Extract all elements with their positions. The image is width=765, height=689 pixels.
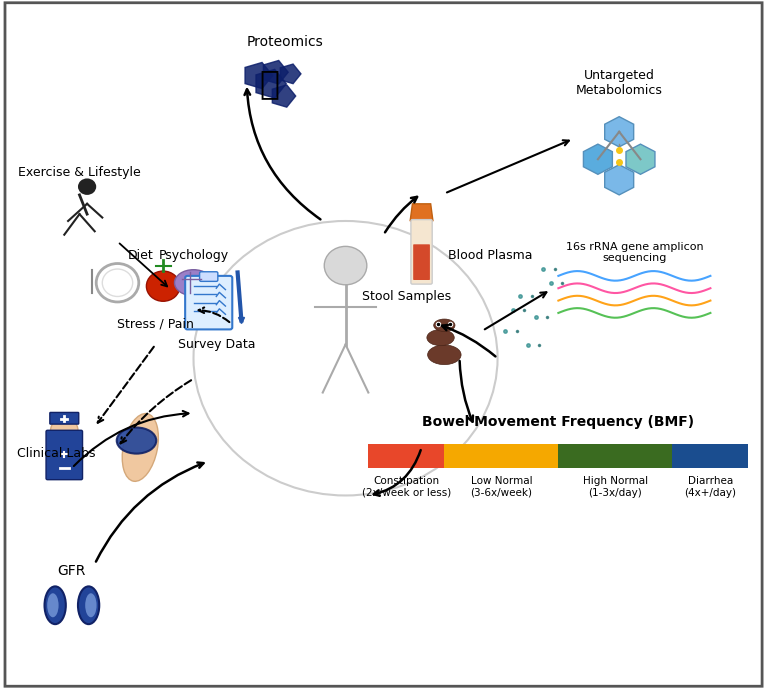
Ellipse shape bbox=[47, 593, 59, 617]
Text: Constipation
(2x/week or less): Constipation (2x/week or less) bbox=[362, 476, 451, 498]
Ellipse shape bbox=[85, 593, 96, 617]
Text: GFR: GFR bbox=[57, 564, 86, 578]
Text: High Normal
(1-3x/day): High Normal (1-3x/day) bbox=[583, 476, 648, 498]
Ellipse shape bbox=[174, 269, 213, 296]
Text: Bowel Movement Frequency (BMF): Bowel Movement Frequency (BMF) bbox=[422, 415, 695, 429]
Polygon shape bbox=[245, 63, 272, 89]
FancyBboxPatch shape bbox=[200, 271, 218, 281]
Bar bbox=[558, 444, 672, 468]
Circle shape bbox=[78, 178, 96, 195]
Ellipse shape bbox=[44, 586, 66, 624]
Circle shape bbox=[146, 271, 180, 301]
Text: 16s rRNA gene amplicon
sequencing: 16s rRNA gene amplicon sequencing bbox=[565, 242, 703, 263]
Text: Low Normal
(3-6x/week): Low Normal (3-6x/week) bbox=[470, 476, 532, 498]
FancyBboxPatch shape bbox=[185, 276, 233, 329]
Bar bbox=[672, 444, 748, 468]
Text: Proteomics: Proteomics bbox=[246, 35, 323, 50]
Circle shape bbox=[324, 247, 367, 285]
Ellipse shape bbox=[427, 329, 454, 346]
Polygon shape bbox=[584, 144, 613, 174]
Text: Psychology: Psychology bbox=[158, 249, 229, 262]
FancyBboxPatch shape bbox=[46, 430, 83, 480]
Polygon shape bbox=[410, 204, 433, 221]
Ellipse shape bbox=[117, 428, 156, 453]
Ellipse shape bbox=[122, 413, 158, 482]
Text: Exercise & Lifestyle: Exercise & Lifestyle bbox=[18, 167, 141, 179]
Text: Blood Plasma: Blood Plasma bbox=[448, 249, 532, 262]
Circle shape bbox=[96, 263, 138, 302]
FancyBboxPatch shape bbox=[411, 220, 432, 284]
Text: Stress / Pain: Stress / Pain bbox=[117, 318, 194, 331]
Ellipse shape bbox=[78, 586, 99, 624]
Polygon shape bbox=[272, 85, 296, 107]
Polygon shape bbox=[256, 70, 286, 98]
Text: Untargeted
Metabolomics: Untargeted Metabolomics bbox=[576, 70, 662, 97]
Text: Diet: Diet bbox=[128, 249, 153, 262]
Text: Clinical Labs: Clinical Labs bbox=[18, 447, 96, 460]
Text: 🔬: 🔬 bbox=[259, 68, 279, 100]
Polygon shape bbox=[604, 165, 633, 195]
Polygon shape bbox=[263, 61, 288, 84]
Text: Stool Samples: Stool Samples bbox=[362, 290, 451, 303]
Polygon shape bbox=[604, 116, 633, 147]
Bar bbox=[368, 444, 444, 468]
FancyBboxPatch shape bbox=[50, 413, 79, 424]
Ellipse shape bbox=[428, 345, 461, 364]
Circle shape bbox=[50, 418, 78, 442]
Text: Survey Data: Survey Data bbox=[177, 338, 255, 351]
Polygon shape bbox=[280, 64, 301, 83]
Bar bbox=[444, 444, 558, 468]
Circle shape bbox=[103, 269, 132, 296]
Text: Diarrhea
(4x+/day): Diarrhea (4x+/day) bbox=[685, 476, 737, 498]
Polygon shape bbox=[626, 144, 655, 174]
Ellipse shape bbox=[434, 319, 455, 331]
FancyBboxPatch shape bbox=[413, 245, 430, 280]
